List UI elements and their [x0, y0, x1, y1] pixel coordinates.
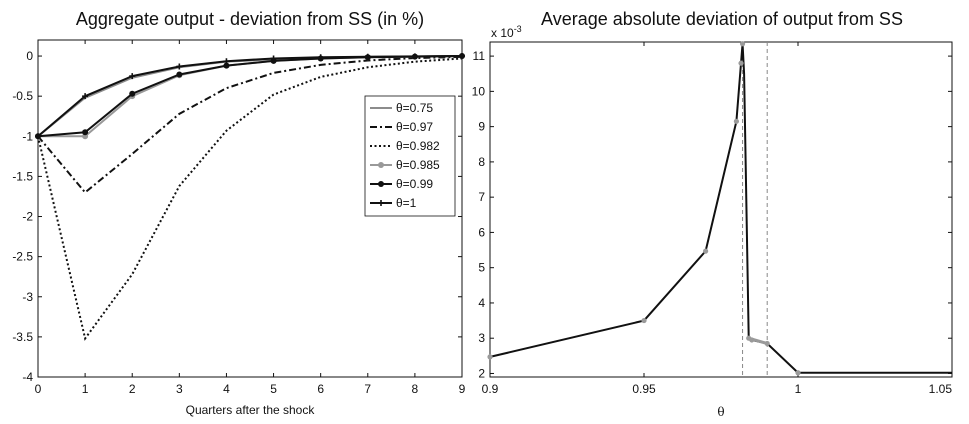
y-tick-label: 4	[478, 296, 485, 310]
x-tick-label: 8	[412, 382, 419, 396]
y-tick-label: -2.5	[12, 250, 33, 264]
y-tick-label: 8	[478, 155, 485, 169]
chart-right-xlabel: θ	[717, 405, 724, 419]
legend-label: θ=0.97	[396, 120, 433, 134]
chart-right-title: Average absolute deviation of output fro…	[541, 9, 903, 29]
legend-items: θ=0.75 θ=0.97 θ=0.982 θ=0.985 θ=0.99 θ=1	[370, 101, 440, 210]
y-tick-label: 9	[478, 120, 485, 134]
series-point	[129, 90, 136, 97]
y-tick-label: -4	[22, 370, 33, 384]
x-tick-label: 4	[223, 382, 230, 396]
y-tick-label: 10	[472, 84, 486, 98]
series-point	[703, 248, 709, 254]
y-tick-label: -0.5	[12, 89, 33, 103]
y-tick-label: 6	[478, 225, 485, 239]
y-tick-label: -3.5	[12, 330, 33, 344]
series-line-5	[37, 55, 463, 138]
series-line-1	[37, 55, 463, 194]
x-tick-label: 3	[176, 382, 183, 396]
chart-right-multiplier: x 10-3	[491, 24, 522, 40]
y-tick-label: 11	[473, 49, 486, 63]
series-point	[82, 93, 89, 100]
x-tick-label: 6	[317, 382, 324, 396]
y-tick-label: -1.5	[12, 169, 33, 183]
series-point	[733, 118, 740, 124]
x-tick-label: 0.95	[632, 382, 656, 396]
y-tick-label: 0	[26, 49, 33, 63]
series-point	[176, 63, 183, 70]
series-point	[641, 317, 647, 324]
series-point	[459, 53, 465, 60]
chart-right-series	[487, 41, 952, 376]
x-tick-label: 2	[129, 382, 136, 396]
y-tick-label: 5	[478, 261, 485, 275]
x-tick-label: 5	[270, 382, 277, 396]
chart-left-title: Aggregate output - deviation from SS (in…	[76, 9, 424, 29]
chart-left: Aggregate output - deviation from SS (in…	[12, 9, 465, 417]
chart-right-frame	[489, 41, 953, 378]
legend-marker	[378, 200, 384, 206]
x-tick-label: 1	[82, 382, 89, 396]
series-line	[489, 43, 952, 374]
x-tick-label: 0.9	[482, 382, 499, 396]
x-tick-label: 1.05	[929, 382, 953, 396]
series-point	[223, 62, 230, 69]
dense-points-segment	[748, 336, 768, 345]
series-point	[270, 55, 277, 62]
y-tick-label: -2	[22, 210, 33, 224]
chart-right-ticks: 0.9 0.95 1 1.05 2 3 4 5 6 7 8 9 10 11	[472, 42, 953, 396]
series-point	[176, 71, 183, 78]
series-point	[35, 133, 41, 140]
legend-label: θ=0.99	[396, 177, 433, 191]
legend-label: θ=1	[396, 196, 417, 210]
legend-label: θ=0.982	[396, 139, 440, 153]
legend-label: θ=0.75	[396, 101, 433, 115]
series-point	[223, 58, 230, 65]
series-point	[487, 354, 493, 360]
series-point	[738, 60, 744, 66]
chart-left-legend: θ=0.75 θ=0.97 θ=0.982 θ=0.985 θ=0.99 θ=1	[364, 95, 456, 217]
y-tick-label: 7	[478, 190, 485, 204]
series-point	[411, 53, 418, 60]
x-tick-label: 0	[35, 382, 42, 396]
chart-left-xlabel: Quarters after the shock	[186, 403, 316, 417]
chart-right: Average absolute deviation of output fro…	[472, 9, 953, 419]
legend-label: θ=0.985	[396, 158, 440, 172]
series-point	[364, 53, 371, 60]
y-tick-label: 2	[478, 366, 485, 380]
series-point	[795, 370, 801, 376]
x-tick-label: 7	[364, 382, 371, 396]
y-tick-label: -3	[22, 290, 33, 304]
series-point	[739, 41, 746, 47]
legend-marker	[378, 162, 384, 168]
y-tick-label: -1	[22, 129, 33, 143]
x-tick-label: 1	[795, 382, 802, 396]
y-tick-label: 3	[478, 331, 485, 345]
chart-left-ticks: 0 1 2 3 4 5 6 7 8 9 0 -0.5 -1 -1.5 -2 -2.5 -3 -3.5 -4	[12, 40, 466, 396]
series-point	[317, 54, 324, 61]
series-point	[82, 129, 89, 136]
chart-left-series	[35, 53, 465, 341]
legend-marker	[378, 181, 384, 187]
x-tick-label: 9	[459, 382, 466, 396]
legend-box	[364, 95, 456, 217]
series-point	[129, 73, 136, 80]
